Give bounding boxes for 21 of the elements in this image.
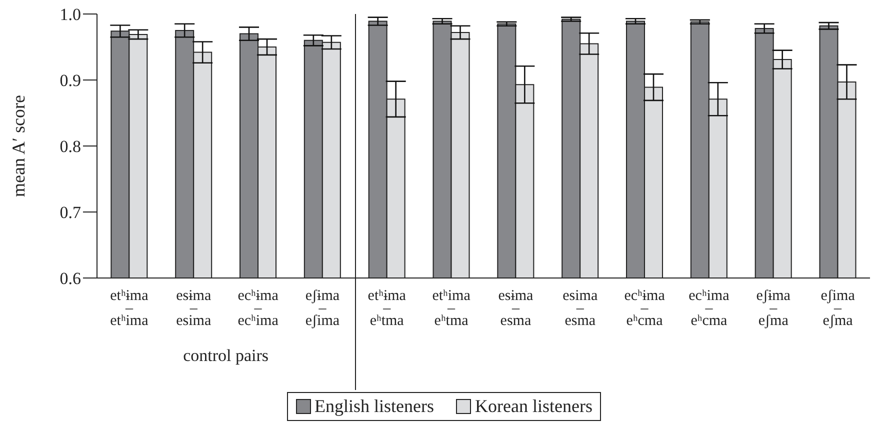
x-tick-label: ecʰɨma – eʰcma [624,288,666,329]
x-tick-label: etʰima – eʰtma [432,288,471,329]
y-tick-label: 1.0 [60,5,81,24]
y-tick-label: 0.7 [60,203,82,222]
x-tick-label: esɨma – esima [176,288,212,329]
x-tick-label: etʰɨma – etʰima [110,288,149,329]
y-axis-title: mean A′ score [8,95,28,197]
x-tick-label: eʃɨma – eʃima [305,288,340,329]
x-tick-label: etʰɨma – eʰtma [368,288,406,329]
text: control pairs [182,346,270,366]
x-tick-label: eʃima – eʃma [820,288,856,329]
x-tick-label: esima – esma [562,288,598,329]
x-tick-label: ecʰɨma – ecʰima [238,288,279,329]
y-tick-label: 0.8 [60,137,81,156]
y-tick-label: 0.9 [60,71,81,90]
y-tick-label: 0.6 [60,269,81,288]
x-tick-label: ecʰima – eʰcma [688,288,730,329]
x-tick-label: esɨma – esma [498,288,534,329]
x-tick-label: eʃɨma – eʃma [756,288,791,329]
legend-label: Korean listeners [475,396,592,417]
legend-label: English listeners [314,396,434,417]
